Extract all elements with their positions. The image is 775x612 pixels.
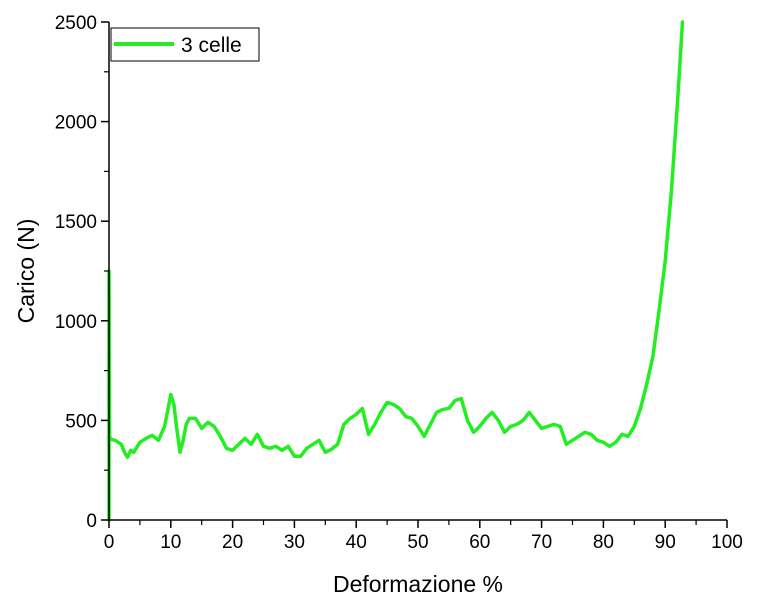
x-tick-label: 60 bbox=[469, 532, 490, 553]
legend-label: 3 celle bbox=[181, 34, 242, 57]
legend: 3 celle bbox=[110, 27, 260, 62]
ticks-layer: 0 10 20 30 40 50 60 70 80 90 100050010001500200025… bbox=[55, 13, 743, 553]
x-tick-label: 90 bbox=[655, 532, 676, 553]
y-tick-label: 500 bbox=[65, 411, 97, 432]
x-tick-label: 0 bbox=[104, 532, 115, 553]
x-tick-label: 10 bbox=[160, 532, 181, 553]
y-tick-label: 2500 bbox=[55, 13, 97, 34]
x-tick-label: 80 bbox=[593, 532, 614, 553]
y-tick-label: 2000 bbox=[55, 113, 97, 134]
x-axis-title: Deformazione % bbox=[333, 571, 503, 597]
plot-area bbox=[109, 22, 727, 520]
x-tick-label: 40 bbox=[346, 532, 367, 553]
y-tick-label: 1000 bbox=[55, 312, 97, 333]
x-tick-label: 70 bbox=[531, 532, 552, 553]
series-layer bbox=[107, 20, 685, 522]
series-line-0 bbox=[107, 20, 685, 522]
x-tick-label: 30 bbox=[284, 532, 305, 553]
x-tick-label: 100 bbox=[711, 532, 743, 553]
y-tick-label: 1500 bbox=[55, 212, 97, 233]
x-tick-label: 20 bbox=[222, 532, 243, 553]
x-tick-label: 50 bbox=[407, 532, 428, 553]
y-tick-label: 0 bbox=[86, 511, 97, 532]
y-axis-title: Carico (N) bbox=[13, 219, 39, 324]
